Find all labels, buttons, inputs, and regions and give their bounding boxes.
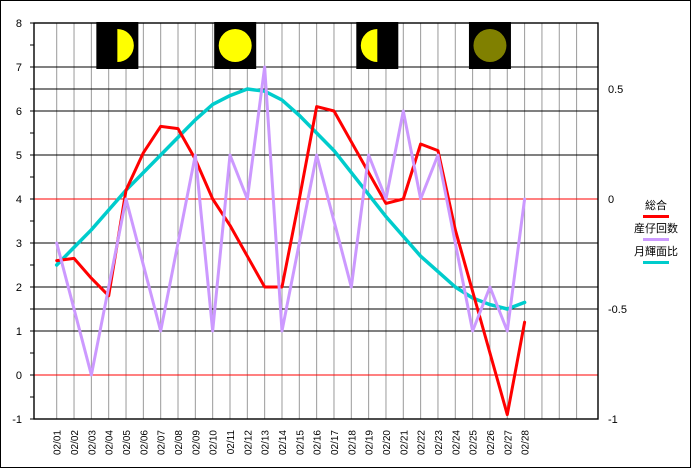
x-axis-label: 02/16 (313, 430, 324, 455)
legend-item: 月輝面比 (634, 246, 678, 264)
x-axis-label: 02/14 (278, 430, 289, 455)
left-axis-label: 3 (16, 238, 22, 250)
legend-item: 産仔回数 (634, 223, 678, 241)
x-axis-label: 02/12 (243, 430, 254, 455)
x-axis-label: 02/11 (226, 430, 237, 455)
x-axis-label: 02/09 (191, 430, 202, 455)
x-axis-label: 02/22 (417, 430, 428, 455)
left-axis-label: 2 (16, 282, 22, 294)
x-axis-label: 02/18 (347, 430, 358, 455)
x-axis-label: 02/27 (503, 430, 514, 455)
right-axis-label: 0 (608, 194, 614, 206)
legend-item: 総合 (643, 200, 669, 218)
series-line-moon-illumination (54, 87, 527, 311)
full-moon-icon (218, 29, 252, 62)
x-axis-label: 02/06 (139, 430, 150, 455)
legend: 総合産仔回数月輝面比 (621, 200, 690, 264)
left-axis-label: 4 (16, 194, 22, 206)
legend-label: 産仔回数 (634, 223, 678, 235)
left-axis-label: 6 (16, 106, 22, 118)
left-axis-label: 8 (16, 18, 22, 30)
x-axis-label: 02/01 (53, 430, 64, 455)
left-axis-label: 1 (16, 326, 22, 338)
x-axis-label: 02/20 (382, 430, 393, 455)
first-quarter-moon-icon (117, 29, 134, 62)
series-line-total (55, 105, 527, 417)
left-axis-label: 0 (16, 370, 22, 382)
legend-label: 月輝面比 (634, 246, 678, 258)
x-axis-label: 02/05 (122, 430, 133, 455)
x-axis-label: 02/13 (261, 430, 272, 455)
x-axis-label: 02/15 (295, 430, 306, 455)
legend-color-line (643, 238, 669, 241)
x-axis-label: 02/26 (486, 430, 497, 455)
x-axis-label: 02/03 (87, 430, 98, 455)
x-axis-label: 02/07 (157, 430, 168, 455)
x-axis-label: 02/23 (434, 430, 445, 455)
legend-color-line (643, 215, 669, 218)
right-axis-label: -1 (608, 414, 618, 426)
x-axis-label: 02/24 (451, 430, 462, 455)
legend-color-line (643, 261, 669, 264)
x-axis-label: 02/17 (330, 430, 341, 455)
right-axis-label: -0.5 (608, 304, 627, 316)
left-axis-label: 7 (16, 62, 22, 74)
left-axis-label: -1 (12, 414, 22, 426)
plot-border (33, 22, 599, 420)
x-axis-label: 02/02 (70, 430, 81, 455)
x-axis-label: 02/10 (209, 430, 220, 455)
x-axis-label: 02/04 (105, 430, 116, 455)
x-axis-label: 02/21 (399, 430, 410, 455)
last-quarter-moon-icon (360, 29, 378, 62)
x-axis-label: 02/25 (469, 430, 480, 455)
x-axis-label: 02/28 (521, 430, 532, 455)
x-axis-label: 02/08 (174, 430, 185, 455)
legend-label: 総合 (645, 200, 667, 212)
left-axis-label: 5 (16, 150, 22, 162)
series-line-litter-count (55, 65, 527, 377)
new-moon-icon (473, 29, 507, 62)
x-axis-label: 02/19 (365, 430, 376, 455)
right-axis-label: 0.5 (608, 84, 623, 96)
